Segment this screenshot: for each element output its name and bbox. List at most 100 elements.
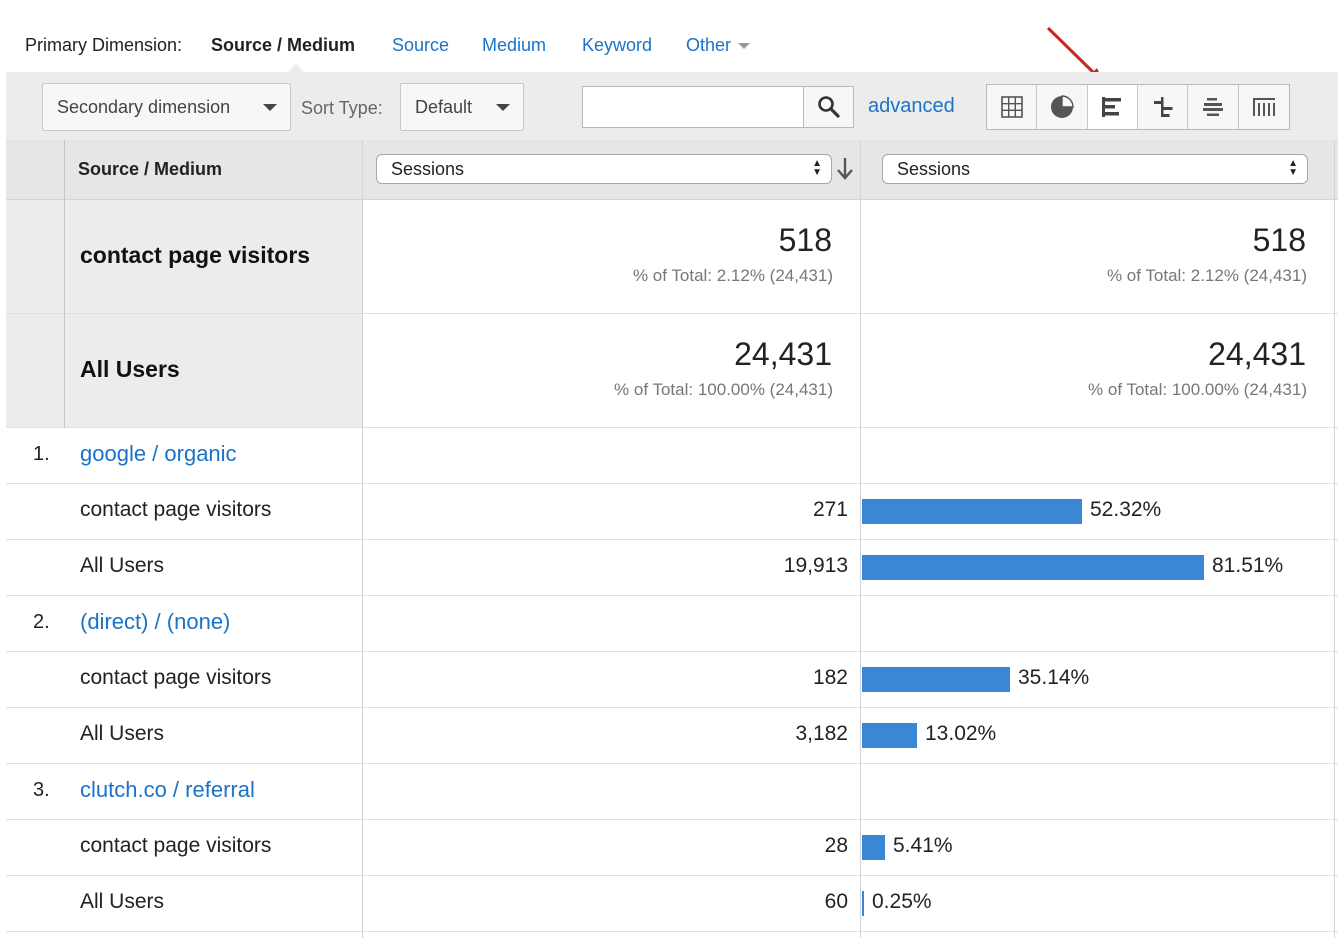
percent-bar <box>862 555 1204 580</box>
segment-total-percent: % of Total: 2.12% (24,431) <box>1106 266 1307 285</box>
comparison-view-button[interactable] <box>1138 85 1189 129</box>
metric-select-left[interactable]: Sessions ▲ ▼ <box>376 154 832 184</box>
primary-dimension-label: Primary Dimension: <box>25 35 183 55</box>
percent-label: 35.14% <box>1018 666 1090 689</box>
row-rank: 3. <box>33 779 50 801</box>
primary-dimension-source-link[interactable]: Source <box>392 35 450 55</box>
search-input[interactable] <box>582 86 804 128</box>
segment-total-name: contact page visitors <box>80 242 311 268</box>
row-rank: 1. <box>33 443 50 465</box>
column-divider <box>362 140 363 938</box>
percent-bar <box>862 723 917 748</box>
segment-label: contact page visitors <box>80 666 272 689</box>
advanced-filter-link[interactable]: advanced <box>868 95 955 117</box>
segment-label: All Users <box>80 722 165 745</box>
search-icon <box>818 96 840 118</box>
sort-type-value: Default <box>415 97 473 117</box>
row-rank: 2. <box>33 611 50 633</box>
session-value: 182 <box>812 666 848 689</box>
percent-label: 5.41% <box>893 834 953 857</box>
segment-row: All Users 19,913 81.51% <box>6 540 1338 596</box>
metric-select-right-value: Sessions <box>897 159 971 179</box>
segment-total-percent: % of Total: 100.00% (24,431) <box>1088 380 1307 399</box>
primary-dimension-keyword-link[interactable]: Keyword <box>582 35 653 55</box>
segment-total-name: All Users <box>80 356 180 382</box>
segment-total-cell <box>6 314 362 427</box>
percent-bar <box>862 499 1082 524</box>
session-value: 28 <box>824 834 848 857</box>
pie-view-button[interactable] <box>1037 85 1088 129</box>
session-value: 271 <box>812 498 848 521</box>
report-toolbar: Secondary dimension Sort Type: Default a… <box>6 72 1338 140</box>
pie-view-icon <box>1050 95 1074 118</box>
column-divider <box>64 140 65 428</box>
performance-view-button[interactable] <box>1087 85 1138 129</box>
search-button[interactable] <box>803 86 854 128</box>
session-value: 3,182 <box>795 722 848 745</box>
secondary-dimension-dropdown[interactable]: Secondary dimension <box>42 83 291 131</box>
segment-total-value: 24,431 <box>734 336 832 372</box>
sort-descending-icon[interactable] <box>835 156 855 182</box>
chevron-down-icon <box>738 43 751 50</box>
primary-dimension-medium-link[interactable]: Medium <box>482 35 547 55</box>
pivot-view-icon <box>1252 98 1275 116</box>
segment-total-row: contact page visitors 518 % of Total: 2.… <box>6 200 1338 314</box>
secondary-dimension-label: Secondary dimension <box>57 97 231 117</box>
segment-row: contact page visitors 182 35.14% <box>6 652 1338 708</box>
percent-bar <box>862 667 1010 692</box>
sort-type-label: Sort Type: <box>301 98 383 118</box>
session-value: 19,913 <box>783 554 848 577</box>
percent-label: 52.32% <box>1090 498 1162 521</box>
percent-bar <box>862 891 864 916</box>
percent-label: 13.02% <box>925 722 997 745</box>
segment-total-row: All Users 24,431 % of Total: 100.00% (24… <box>6 314 1338 428</box>
column-divider <box>860 140 861 938</box>
segment-row: All Users 3,182 13.02% <box>6 708 1338 764</box>
column-divider <box>1334 140 1335 938</box>
segment-total-value: 518 <box>1252 222 1306 258</box>
primary-dimension-other-dropdown[interactable]: Other <box>686 35 751 56</box>
percent-label: 81.51% <box>1212 554 1284 577</box>
dimension-row: 3. clutch.co / referral <box>6 764 1338 820</box>
segment-total-cell <box>6 200 362 313</box>
table-view-icon <box>1000 96 1023 118</box>
metric-select-right[interactable]: Sessions ▲ ▼ <box>882 154 1308 184</box>
dimension-row: 2. (direct) / (none) <box>6 596 1338 652</box>
select-updown-icon: ▲ ▼ <box>812 158 822 178</box>
segment-label: All Users <box>80 554 165 577</box>
segment-total-percent: % of Total: 100.00% (24,431) <box>614 380 833 399</box>
table-header: Source / Medium Sessions ▲ ▼ Sessions ▲ ▼ <box>6 140 1338 200</box>
primary-dimension-current: Source / Medium <box>211 35 356 55</box>
segment-row: All Users 60 0.25% <box>6 876 1338 932</box>
pivot-view-button[interactable] <box>1239 85 1289 129</box>
current-dimension-pointer <box>287 64 305 73</box>
view-switcher <box>986 84 1290 130</box>
dimension-link[interactable]: google / organic <box>80 441 237 466</box>
performance-view-icon <box>1102 97 1122 117</box>
percent-label: 0.25% <box>872 890 932 913</box>
segment-label: contact page visitors <box>80 834 272 857</box>
dimension-column-header[interactable]: Source / Medium <box>78 159 223 179</box>
dimension-row: 1. google / organic <box>6 428 1338 484</box>
metric-select-left-value: Sessions <box>391 159 465 179</box>
term-cloud-view-button[interactable] <box>1188 85 1239 129</box>
chevron-down-icon <box>496 104 510 111</box>
table-view-button[interactable] <box>987 85 1038 129</box>
segment-total-value: 518 <box>778 222 832 258</box>
segment-total-percent: % of Total: 2.12% (24,431) <box>632 266 833 285</box>
segment-row: contact page visitors 271 52.32% <box>6 484 1338 540</box>
term-cloud-view-icon <box>1202 98 1223 116</box>
dimension-link[interactable]: clutch.co / referral <box>80 777 255 802</box>
segment-label: contact page visitors <box>80 498 272 521</box>
dimension-link[interactable]: (direct) / (none) <box>80 609 231 634</box>
segment-label: All Users <box>80 890 165 913</box>
sort-type-dropdown[interactable]: Default <box>400 83 524 131</box>
select-updown-icon: ▲ ▼ <box>1288 158 1298 178</box>
session-value: 60 <box>824 890 848 913</box>
chevron-down-icon <box>263 104 277 111</box>
primary-dimension-bar: Primary Dimension: Source / Medium Sourc… <box>6 0 1338 73</box>
percent-bar <box>862 835 885 860</box>
comparison-view-icon <box>1153 97 1173 117</box>
segment-total-value: 24,431 <box>1208 336 1306 372</box>
other-label: Other <box>686 35 732 55</box>
